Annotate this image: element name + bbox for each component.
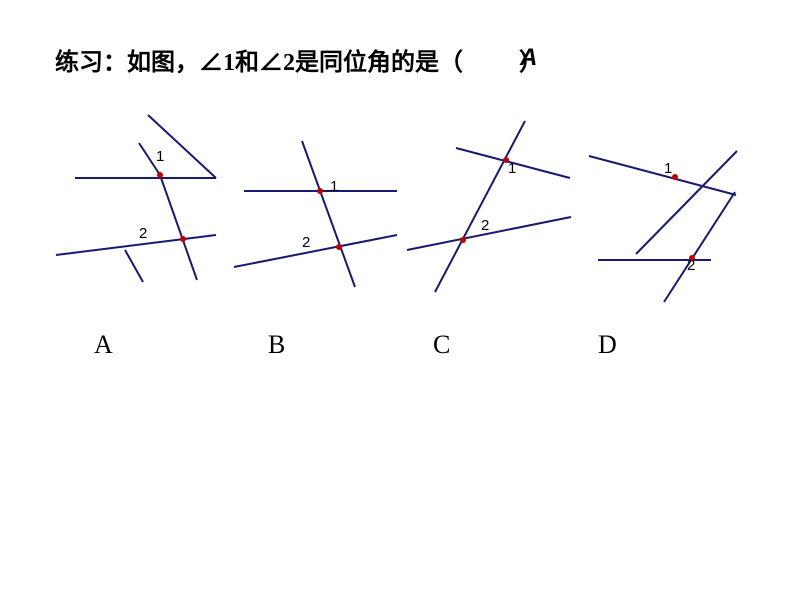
diagram-a (56, 115, 216, 282)
label-b-2: 2 (302, 234, 310, 251)
diagram-d (589, 151, 737, 302)
diagrams-svg (0, 0, 794, 596)
option-a-label: A (94, 330, 113, 360)
option-b-label: B (268, 330, 285, 360)
label-d-1: 1 (664, 160, 672, 177)
option-d-label: D (598, 330, 617, 360)
label-c-1: 1 (508, 160, 516, 177)
label-b-1: 1 (330, 178, 338, 195)
label-a-1: 1 (156, 148, 164, 165)
label-c-2: 2 (481, 217, 489, 234)
label-d-2: 2 (687, 257, 695, 274)
label-a-2: 2 (139, 225, 147, 242)
diagram-b (234, 141, 397, 287)
page: 练习：如图，∠1和∠2是同位角的是（） A (0, 0, 794, 596)
option-c-label: C (433, 330, 450, 360)
diagram-c (407, 121, 571, 292)
